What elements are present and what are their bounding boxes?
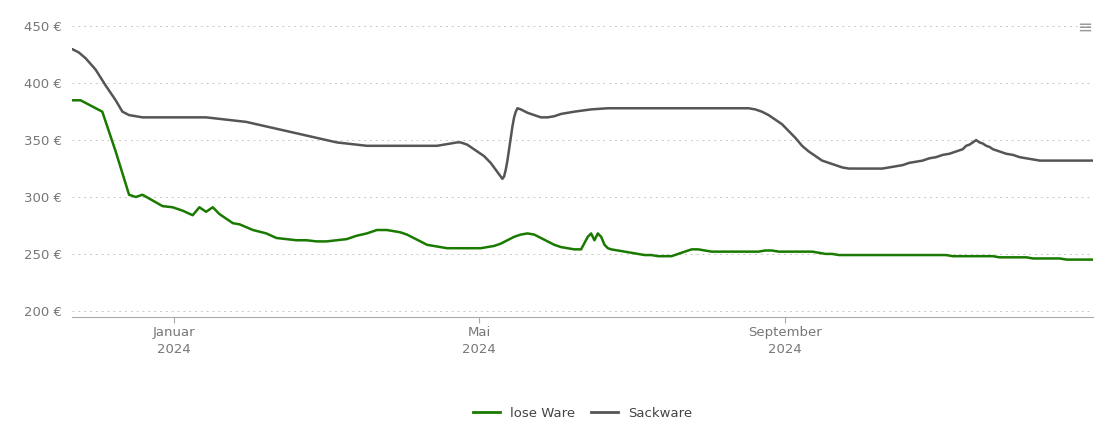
Legend: lose Ware, Sackware: lose Ware, Sackware <box>468 402 697 422</box>
Text: ≡: ≡ <box>1077 19 1092 37</box>
